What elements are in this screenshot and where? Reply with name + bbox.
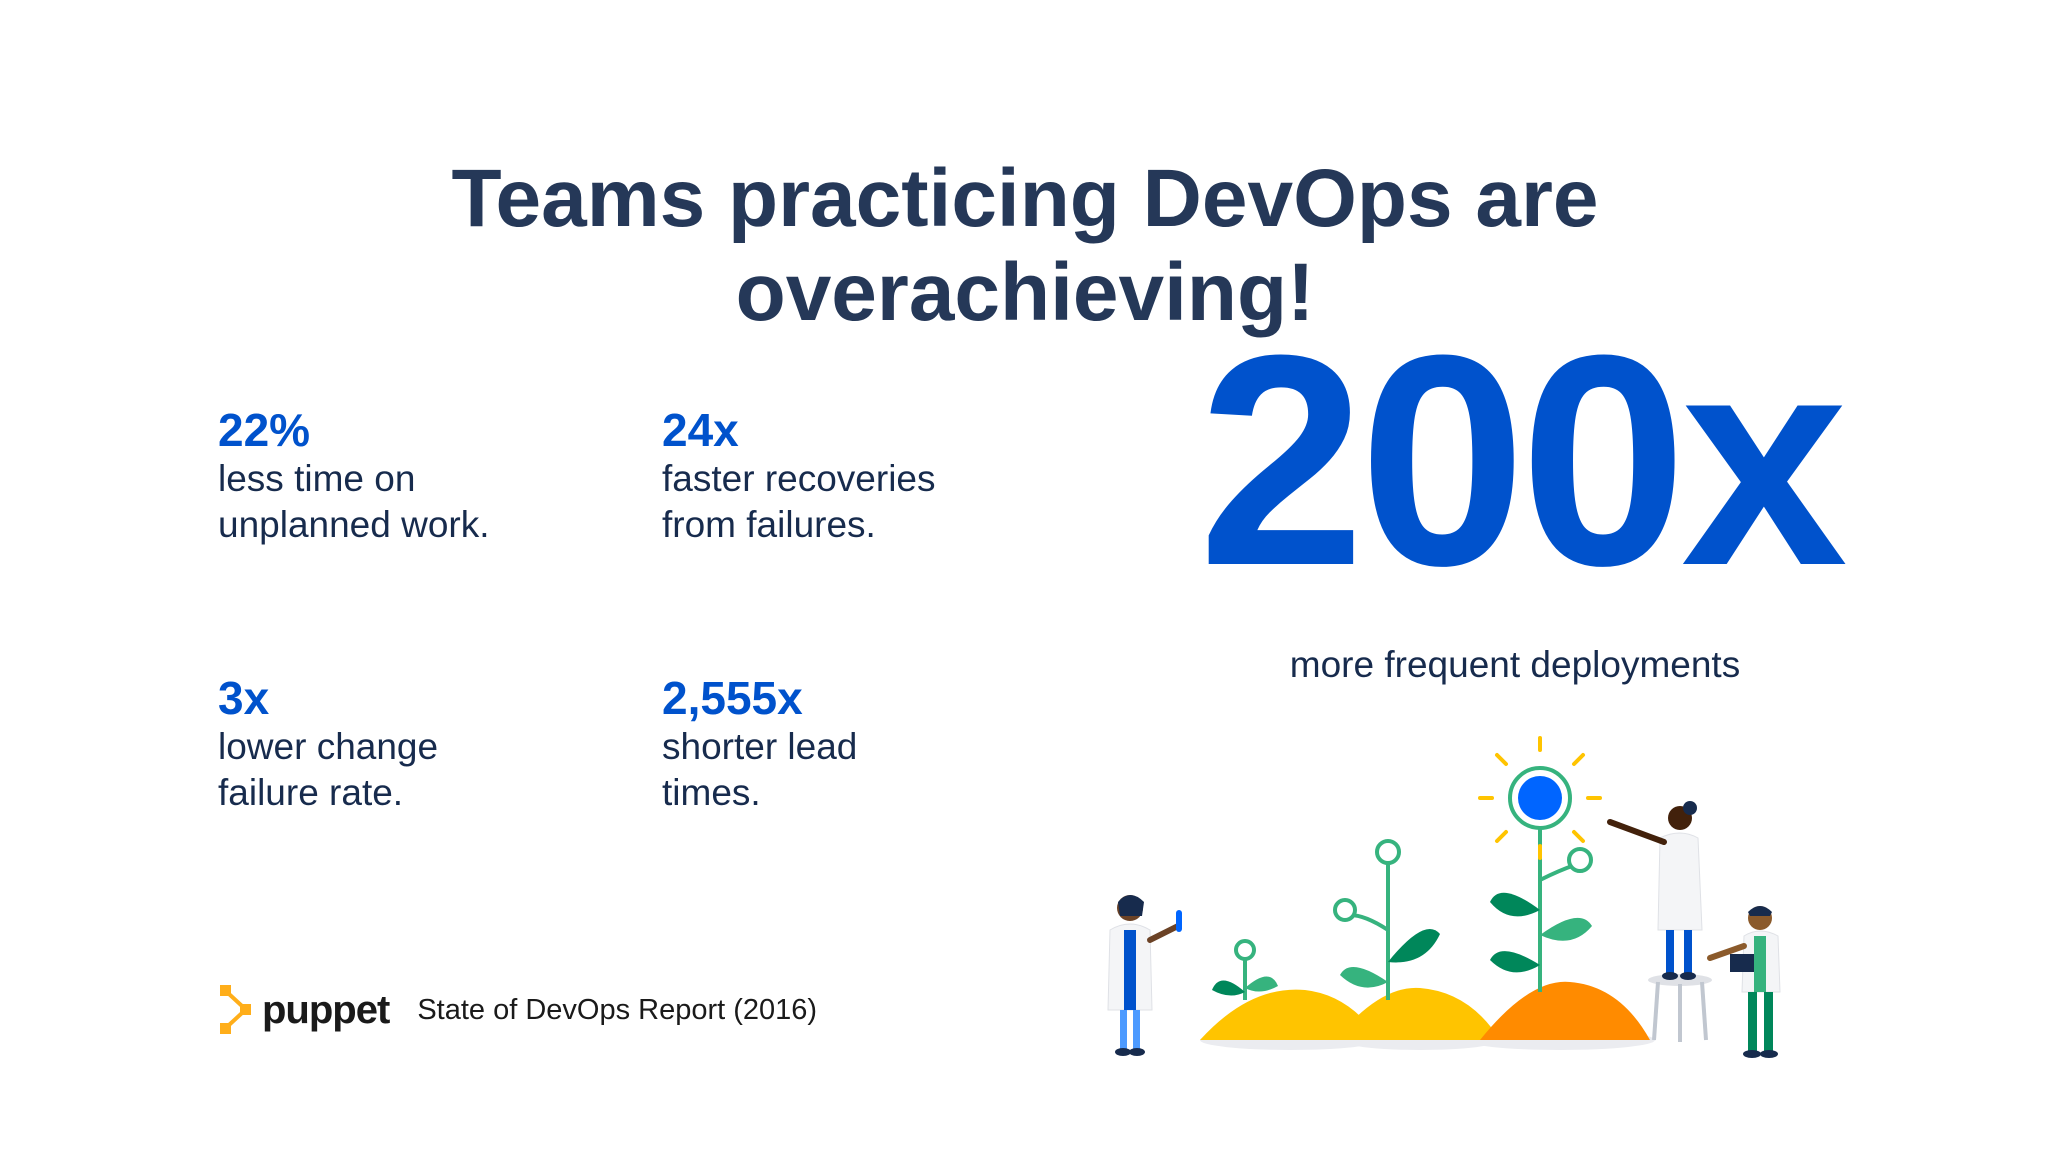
stat-value: 2,555x <box>662 672 803 724</box>
stat-description: faster recoveries from failures. <box>662 456 1042 548</box>
stat-description-line-2: unplanned work. <box>218 504 490 545</box>
puppet-logo: puppet <box>220 985 390 1035</box>
highlight-value: 200x <box>1198 292 1847 628</box>
stat-description: lower change failure rate. <box>218 724 598 816</box>
slide-title: Teams practicing DevOps are overachievin… <box>380 152 1670 340</box>
stat-description-line-1: lower change <box>218 726 439 767</box>
stat-lead-times: 2,555x shorter lead times. <box>662 672 1042 816</box>
stat-description-line-2: failure rate. <box>218 772 404 813</box>
stat-description-line-1: less time on <box>218 458 416 499</box>
stat-recoveries: 24x faster recoveries from failures. <box>662 404 1042 548</box>
slide-title-line-2: overachieving! <box>735 247 1315 338</box>
stat-unplanned-work: 22% less time on unplanned work. <box>218 404 598 548</box>
stat-description: shorter lead times. <box>662 724 1042 816</box>
slide-title-line-1: Teams practicing DevOps are <box>451 153 1599 244</box>
stat-description-line-2: times. <box>662 772 761 813</box>
scientists-growing-plants-illustration <box>1107 736 1781 1058</box>
stat-value: 24x <box>662 404 739 456</box>
stat-description-line-1: faster recoveries <box>662 458 936 499</box>
footer-source: puppet State of DevOps Report (2016) <box>220 980 817 1040</box>
stat-description-line-1: shorter lead <box>662 726 858 767</box>
stat-description: less time on unplanned work. <box>218 456 598 548</box>
puppet-logo-icon <box>220 985 251 1034</box>
highlight-caption: more frequent deployments <box>1289 644 1741 685</box>
source-citation: State of DevOps Report (2016) <box>417 993 818 1026</box>
stat-description-line-2: from failures. <box>662 504 876 545</box>
stat-value: 3x <box>218 672 270 724</box>
puppet-logo-text: puppet <box>262 987 390 1032</box>
stat-value: 22% <box>218 404 311 456</box>
stat-change-failure: 3x lower change failure rate. <box>218 672 598 816</box>
